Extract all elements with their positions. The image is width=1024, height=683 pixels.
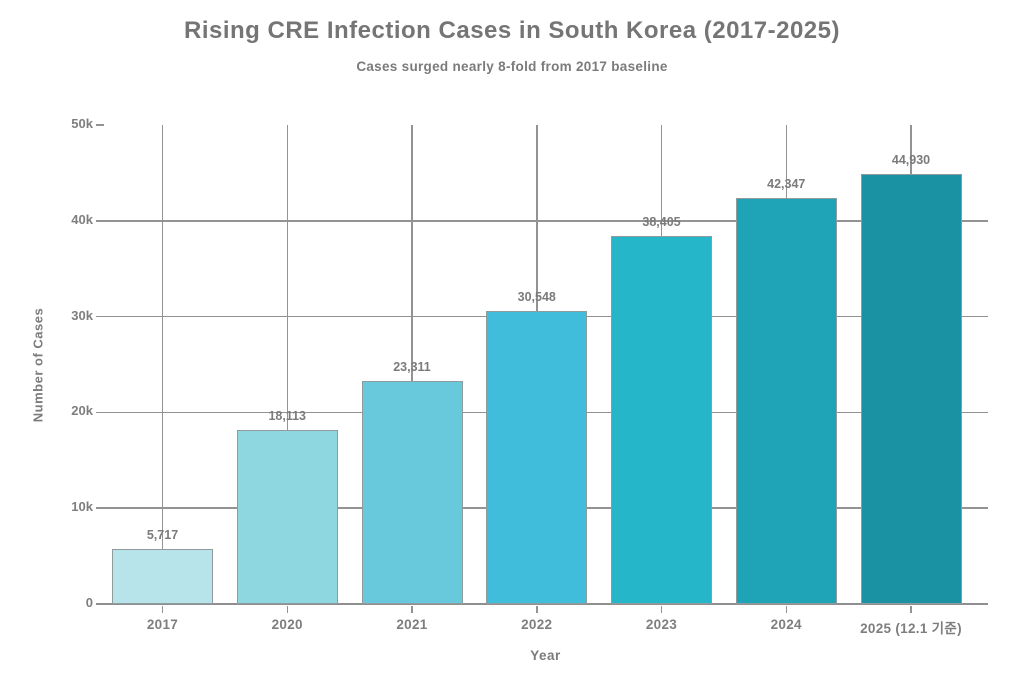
gridline-v xyxy=(411,125,413,604)
gridline-v xyxy=(161,125,164,604)
gridline-h xyxy=(104,220,988,222)
chart-title: Rising CRE Infection Cases in South Kore… xyxy=(184,17,840,44)
bar-value-label: 30,548 xyxy=(517,290,556,305)
bar-value-label: 23,311 xyxy=(393,359,431,374)
x-tick-label: 2025 (12.1 기준) xyxy=(860,621,962,636)
x-tick-label: 2021 xyxy=(396,617,428,632)
x-tick-mark xyxy=(286,606,288,613)
y-tick-label: 30k xyxy=(71,307,93,323)
bar-value-label: 42,347 xyxy=(767,177,806,192)
x-tick-label: 2022 xyxy=(521,617,553,632)
x-tick-mark xyxy=(536,606,538,613)
x-axis-label: Year xyxy=(530,648,561,663)
y-tick-mark xyxy=(96,220,104,222)
bar xyxy=(611,236,712,604)
bar xyxy=(112,549,213,604)
y-tick-mark xyxy=(96,411,104,414)
x-tick-mark xyxy=(411,606,413,613)
chart-subtitle: Cases surged nearly 8-fold from 2017 bas… xyxy=(356,59,668,74)
y-tick-label: 0 xyxy=(85,595,93,610)
bar xyxy=(236,430,338,604)
x-tick-label: 2020 xyxy=(271,617,303,632)
bar-value-label: 5,717 xyxy=(146,528,179,543)
y-tick-label: 10k xyxy=(71,499,93,515)
y-tick-label: 40k xyxy=(71,211,93,227)
x-tick-mark xyxy=(910,606,912,613)
y-tick-label: 20k xyxy=(71,403,93,419)
bar xyxy=(486,311,588,604)
x-tick-label: 2024 xyxy=(770,617,802,632)
x-tick-label: 2023 xyxy=(645,617,678,632)
x-tick-mark xyxy=(660,606,663,613)
y-tick-mark xyxy=(96,507,104,509)
x-tick-mark xyxy=(161,606,164,613)
x-tick-mark xyxy=(785,606,787,613)
bar-value-label: 38,405 xyxy=(642,215,681,230)
bar-value-label: 18,113 xyxy=(268,409,307,424)
y-tick-label: 50k xyxy=(71,116,93,131)
gridline-v xyxy=(286,125,288,604)
y-tick-mark xyxy=(96,315,104,318)
x-tick-label: 2017 xyxy=(146,617,179,632)
bar-value-label: 44,930 xyxy=(891,152,931,167)
y-tick-mark xyxy=(96,124,104,126)
bar xyxy=(361,380,463,604)
bar xyxy=(735,198,837,604)
bar xyxy=(860,173,962,604)
x-axis-line xyxy=(96,603,988,605)
